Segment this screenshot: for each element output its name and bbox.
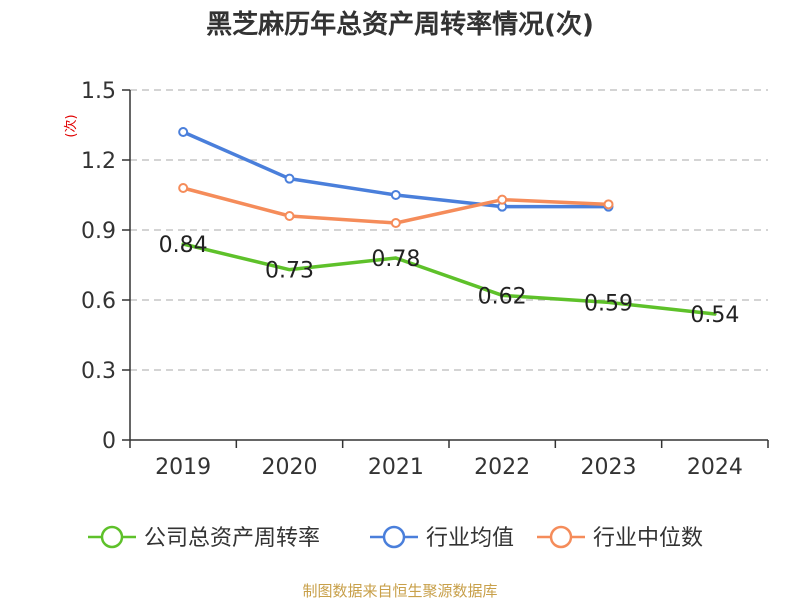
x-tick-labels: 2019 2020 2021 2022 2023 2024 <box>155 455 743 480</box>
legend[interactable]: 公司总资产周转率 行业均值 行业中位数 <box>88 525 703 551</box>
x-tick-label: 2021 <box>368 455 424 480</box>
axes <box>122 89 769 448</box>
data-label: 0.78 <box>371 247 420 272</box>
x-tick-label: 2022 <box>474 455 530 480</box>
x-tick-label: 2020 <box>262 455 318 480</box>
series-point <box>178 127 189 137</box>
y-tick-label: 0.6 <box>81 289 116 314</box>
legend-label: 公司总资产周转率 <box>144 526 320 551</box>
legend-label: 行业均值 <box>426 526 514 551</box>
data-label: 0.59 <box>584 291 633 316</box>
legend-label: 行业中位数 <box>593 526 703 551</box>
source-note: 制图数据来自恒生聚源数据库 <box>302 582 497 600</box>
data-label: 0.62 <box>478 284 527 309</box>
series-point <box>603 199 614 210</box>
y-axis-label: (次) <box>63 114 79 137</box>
legend-item[interactable]: 行业中位数 <box>537 525 703 551</box>
x-tick-label: 2019 <box>155 455 211 480</box>
legend-item[interactable]: 公司总资产周转率 <box>88 525 320 551</box>
series-point <box>497 194 508 205</box>
data-labels: 0.84 0.73 0.78 0.62 0.59 0.54 <box>159 233 740 328</box>
y-tick-label: 1.5 <box>81 79 116 104</box>
gridlines <box>130 89 768 371</box>
data-label: 0.84 <box>159 233 208 258</box>
series-point <box>284 211 295 221</box>
y-tick-label: 0.9 <box>81 219 116 244</box>
data-label: 0.73 <box>265 259 314 284</box>
y-tick-label: 0 <box>102 429 116 454</box>
series-point <box>284 173 295 184</box>
series-point <box>178 183 189 193</box>
series-point <box>390 218 401 228</box>
legend-marker <box>100 525 124 549</box>
legend-marker <box>382 525 406 549</box>
x-tick-label: 2024 <box>687 455 743 480</box>
legend-marker <box>549 525 573 549</box>
y-tick-label: 1.2 <box>81 149 116 174</box>
y-tick-label: 0.3 <box>81 359 116 384</box>
x-tick-label: 2023 <box>581 455 637 480</box>
series-point <box>390 190 401 200</box>
y-tick-labels: 0 0.3 0.6 0.9 1.2 1.5 <box>81 79 116 454</box>
legend-item[interactable]: 行业均值 <box>370 525 514 551</box>
series-line <box>181 242 717 316</box>
data-label: 0.54 <box>690 303 739 328</box>
chart-title: 黑芝麻历年总资产周转率情况(次) <box>206 9 594 40</box>
series-group <box>178 127 717 316</box>
